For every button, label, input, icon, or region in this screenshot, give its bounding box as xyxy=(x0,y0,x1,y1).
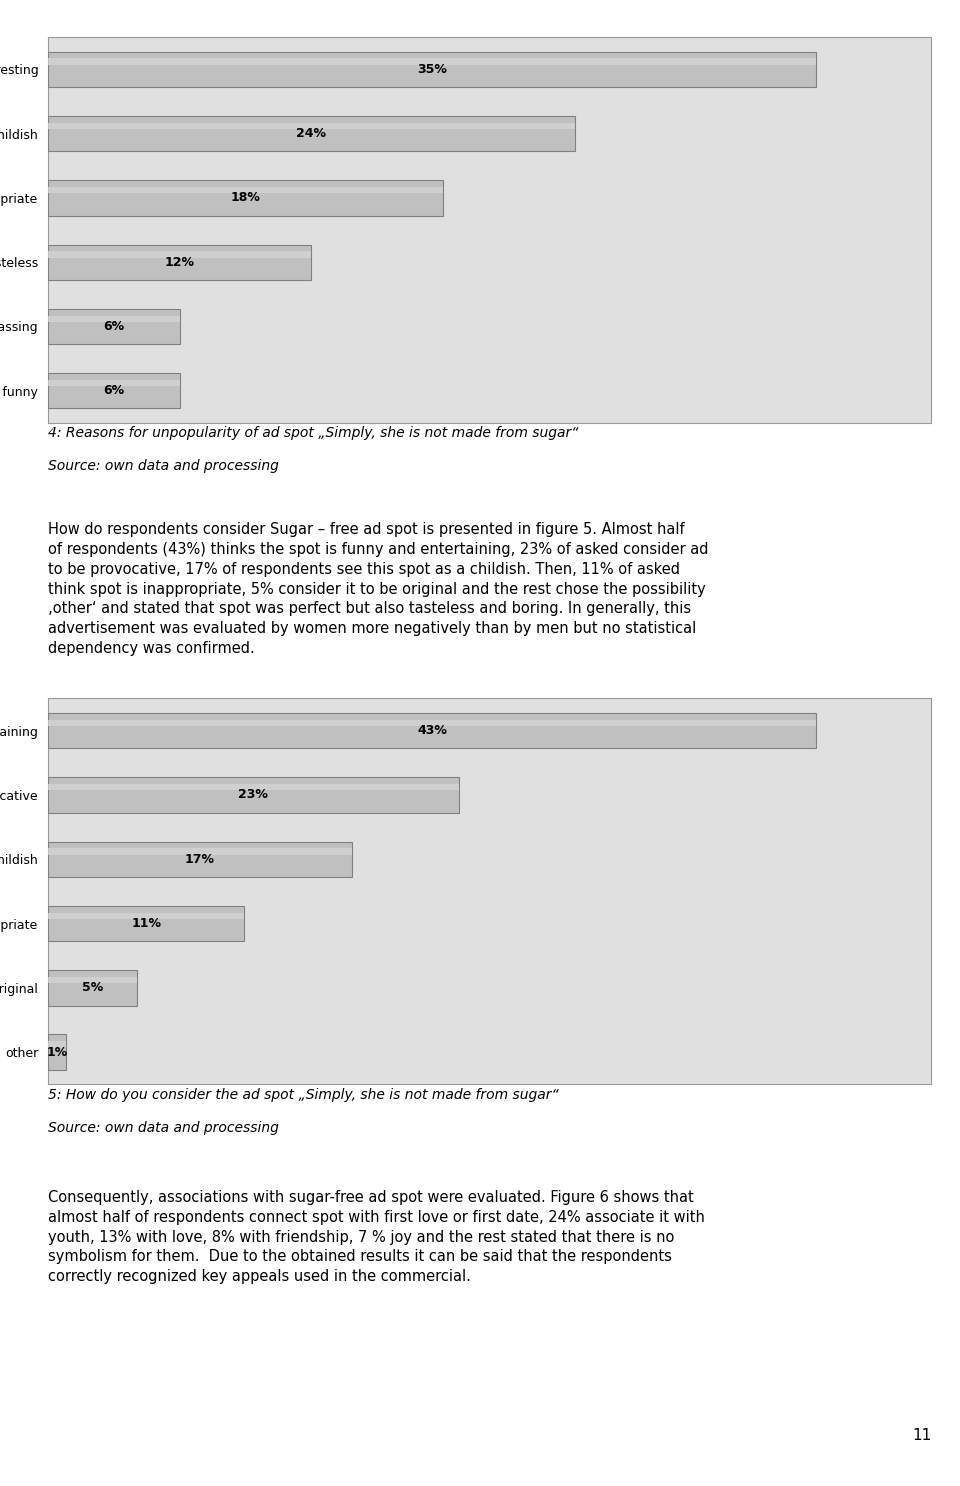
Bar xyxy=(48,123,575,129)
Text: 23%: 23% xyxy=(238,789,269,801)
Text: How do respondents consider Sugar – free ad spot is presented in figure 5. Almos: How do respondents consider Sugar – free… xyxy=(48,522,708,655)
Text: 5%: 5% xyxy=(82,981,104,994)
Bar xyxy=(48,841,351,877)
Text: 18%: 18% xyxy=(230,192,260,205)
Text: Source: own data and processing: Source: own data and processing xyxy=(48,459,278,473)
Bar xyxy=(48,380,180,386)
Text: 11%: 11% xyxy=(132,917,161,930)
Text: 43%: 43% xyxy=(417,724,447,737)
Bar xyxy=(48,251,311,257)
Bar xyxy=(48,180,443,215)
Text: 6%: 6% xyxy=(104,319,125,333)
Bar xyxy=(48,785,459,791)
Text: 17%: 17% xyxy=(185,853,215,866)
Bar xyxy=(48,315,180,322)
Bar xyxy=(48,245,311,279)
Text: 5: How do you consider the ad spot „Simply, she is not made from sugar“: 5: How do you consider the ad spot „Simp… xyxy=(48,1088,559,1101)
Text: Source: own data and processing: Source: own data and processing xyxy=(48,1120,278,1135)
Text: 11: 11 xyxy=(912,1428,931,1443)
Bar xyxy=(48,58,816,65)
Text: Consequently, associations with sugar-free ad spot were evaluated. Figure 6 show: Consequently, associations with sugar-fr… xyxy=(48,1190,705,1284)
Text: 12%: 12% xyxy=(165,256,195,269)
Bar xyxy=(48,187,443,193)
Bar xyxy=(48,52,816,88)
Bar xyxy=(48,1034,66,1070)
Text: 1%: 1% xyxy=(46,1046,67,1058)
Bar xyxy=(48,309,180,345)
Bar xyxy=(48,970,137,1006)
Bar xyxy=(48,1042,66,1048)
Text: 4: Reasons for unpopularity of ad spot „Simply, she is not made from sugar“: 4: Reasons for unpopularity of ad spot „… xyxy=(48,425,579,440)
Bar xyxy=(48,912,245,918)
Bar xyxy=(48,373,180,409)
Bar xyxy=(48,777,459,813)
Bar xyxy=(48,849,351,854)
Text: 6%: 6% xyxy=(104,385,125,397)
Bar xyxy=(48,976,137,984)
Bar xyxy=(48,713,816,749)
Bar xyxy=(48,116,575,152)
Text: 24%: 24% xyxy=(297,128,326,140)
Text: 35%: 35% xyxy=(417,62,447,76)
Bar xyxy=(48,906,245,941)
Bar xyxy=(48,719,816,727)
